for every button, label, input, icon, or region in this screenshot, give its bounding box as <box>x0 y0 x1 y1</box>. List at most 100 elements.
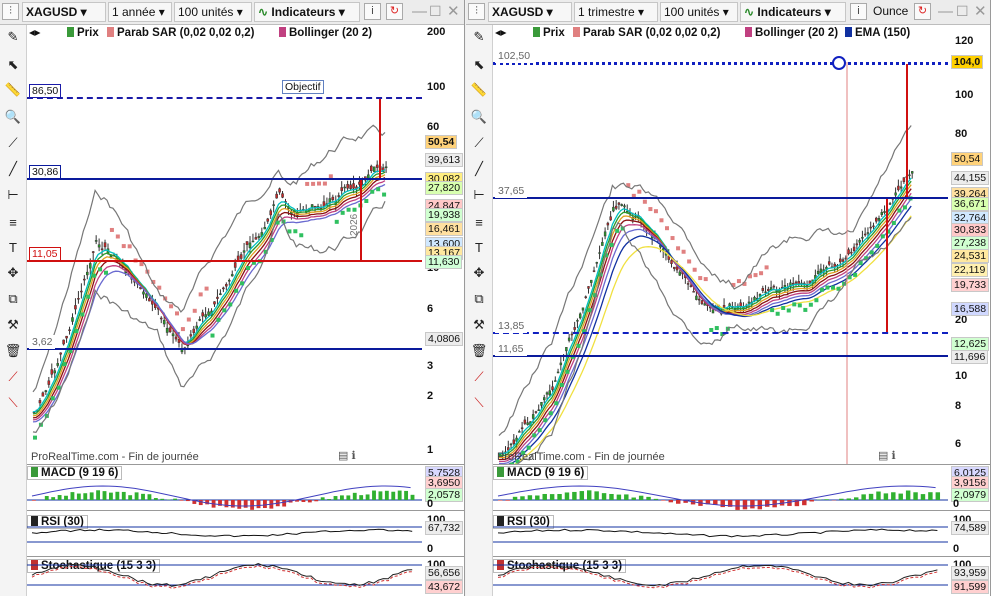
pattern-ai-icon[interactable]: ⟋ <box>474 369 484 384</box>
sar-dot <box>731 282 736 287</box>
level-line-37[interactable] <box>493 197 948 199</box>
level-line-86[interactable] <box>27 97 422 99</box>
macd-bar <box>404 490 409 500</box>
chart-settings-icon[interactable]: ▤ ℹ <box>338 450 356 462</box>
units-select[interactable]: 100 unités ▾ <box>174 2 252 22</box>
chart-type-icon[interactable]: ⫶ <box>2 3 19 20</box>
chart-settings-icon[interactable]: ▤ ℹ <box>878 450 896 462</box>
move-icon[interactable]: ✥ <box>7 265 19 280</box>
zoom-icon[interactable]: 🔍 <box>4 109 22 124</box>
units-select[interactable]: 100 unités ▾ <box>660 2 738 22</box>
rsi-label-right[interactable]: RSI (30) <box>493 515 554 529</box>
candle <box>764 291 767 294</box>
level-line-3[interactable] <box>27 348 422 350</box>
text-icon[interactable]: T <box>475 240 483 255</box>
level-line-13[interactable] <box>493 332 948 334</box>
sar-dot <box>180 327 185 332</box>
sar-dot <box>86 294 91 299</box>
zoom-icon[interactable]: 🔍 <box>470 109 488 124</box>
line-icon[interactable]: ╱ <box>475 161 483 176</box>
legend-bollinger[interactable]: Bollinger (20 2) <box>279 25 372 41</box>
period-select[interactable]: 1 année ▾ <box>108 2 172 22</box>
move-icon[interactable]: ✥ <box>473 265 485 280</box>
ruler-icon[interactable]: 📏 <box>470 82 488 97</box>
copy-icon[interactable]: ⧉ <box>474 291 484 306</box>
macd-bar <box>579 491 585 500</box>
legend-ema[interactable]: EMA (150) <box>845 25 910 41</box>
maximize-icon[interactable]: ☐ <box>956 3 969 19</box>
trash-icon[interactable]: 🗑 <box>470 343 488 358</box>
minimize-icon[interactable]: — <box>938 3 953 20</box>
refresh-icon[interactable]: ↻ <box>914 3 931 20</box>
rsi-chart-right[interactable] <box>493 511 948 555</box>
rsi-line <box>31 528 413 538</box>
candle <box>94 240 98 242</box>
indicators-button[interactable]: ∿ Indicateurs ▾ <box>254 2 360 22</box>
pencil-icon[interactable]: ✎ <box>473 29 485 44</box>
level-line-11[interactable] <box>27 260 422 262</box>
sar-dot <box>526 445 531 450</box>
stoch-chart-left[interactable] <box>27 557 422 596</box>
candle <box>384 166 388 169</box>
horizontal-line-icon[interactable]: ⊢ <box>473 187 485 202</box>
macd-chart-left[interactable] <box>27 466 422 510</box>
stoch-chart-right[interactable] <box>493 557 948 596</box>
candle <box>861 236 864 239</box>
trash-icon[interactable]: 🗑 <box>4 343 22 358</box>
chart-window-left[interactable]: ⫶ XAGUSD ▾ 1 année ▾ 100 unités ▾ ∿ Indi… <box>0 0 465 596</box>
pencil-icon[interactable]: ✎ <box>7 29 19 44</box>
settings-tools-icon[interactable]: ⚒ <box>7 317 19 332</box>
sar-dot <box>269 237 274 242</box>
fibonacci-icon[interactable]: ≡ <box>475 215 483 230</box>
chart-type-icon[interactable]: ⫶ <box>468 3 485 20</box>
pattern-ai-icon[interactable]: ⟋ <box>8 369 18 384</box>
segment-icon[interactable]: ⟋ <box>8 135 18 150</box>
settings-tools-icon[interactable]: ⚒ <box>473 317 485 332</box>
close-icon[interactable]: ✕ <box>974 3 987 20</box>
legend-sar[interactable]: Parab SAR (0,02 0,02 0,2) <box>107 25 254 41</box>
chart-window-right[interactable]: ⫶ XAGUSD ▾ 1 trimestre ▾ 100 unités ▾ ∿ … <box>466 0 991 596</box>
minimize-icon[interactable]: — <box>412 3 427 20</box>
price-chart-left[interactable] <box>27 42 422 464</box>
quote-unit[interactable]: Ounce <box>873 4 909 18</box>
objective-label[interactable]: Objectif <box>282 80 324 94</box>
level-line-30[interactable] <box>27 178 422 180</box>
price-chart-right[interactable] <box>493 42 948 464</box>
fibonacci-icon[interactable]: ≡ <box>9 215 17 230</box>
candle <box>165 327 169 333</box>
segment-icon[interactable]: ⟋ <box>474 135 484 150</box>
info-icon[interactable]: i <box>364 3 381 20</box>
horizontal-line-icon[interactable]: ⊢ <box>7 187 19 202</box>
legend-nav-icon[interactable]: ◂▸ <box>495 27 507 39</box>
macd-label-left[interactable]: MACD (9 19 6) <box>27 466 123 480</box>
legend-bollinger[interactable]: Bollinger (20 2) <box>745 25 838 41</box>
cursor-icon[interactable]: ⬉ <box>473 57 485 72</box>
maximize-icon[interactable]: ☐ <box>429 3 442 19</box>
close-icon[interactable]: ✕ <box>447 3 460 20</box>
level-line-102[interactable] <box>493 62 948 65</box>
cursor-icon[interactable]: ⬉ <box>7 57 19 72</box>
symbol-select[interactable]: XAGUSD ▾ <box>488 2 572 22</box>
period-select[interactable]: 1 trimestre ▾ <box>574 2 658 22</box>
macd-chart-right[interactable] <box>493 466 948 510</box>
sar-dot <box>736 279 741 284</box>
rsi-chart-left[interactable] <box>27 511 422 555</box>
objective-handle-icon[interactable] <box>832 56 846 70</box>
line-icon[interactable]: ╱ <box>9 161 17 176</box>
legend-price[interactable]: Prix <box>533 25 565 41</box>
indicators-button[interactable]: ∿ Indicateurs ▾ <box>740 2 846 22</box>
text-icon[interactable]: T <box>9 240 17 255</box>
info-icon[interactable]: i <box>850 3 867 20</box>
level-line-11[interactable] <box>493 355 948 357</box>
trend-ai-icon[interactable]: ⟍ <box>474 395 484 410</box>
rsi-label-left[interactable]: RSI (30) <box>27 515 88 529</box>
ruler-icon[interactable]: 📏 <box>4 82 22 97</box>
macd-label-right[interactable]: MACD (9 19 6) <box>493 466 589 480</box>
symbol-select[interactable]: XAGUSD ▾ <box>22 2 106 22</box>
trend-ai-icon[interactable]: ⟍ <box>8 395 18 410</box>
copy-icon[interactable]: ⧉ <box>8 291 18 306</box>
refresh-icon[interactable]: ↻ <box>386 3 403 20</box>
legend-price[interactable]: Prix <box>67 25 99 41</box>
legend-nav-icon[interactable]: ◂▸ <box>29 27 41 39</box>
legend-sar[interactable]: Parab SAR (0,02 0,02 0,2) <box>573 25 720 41</box>
